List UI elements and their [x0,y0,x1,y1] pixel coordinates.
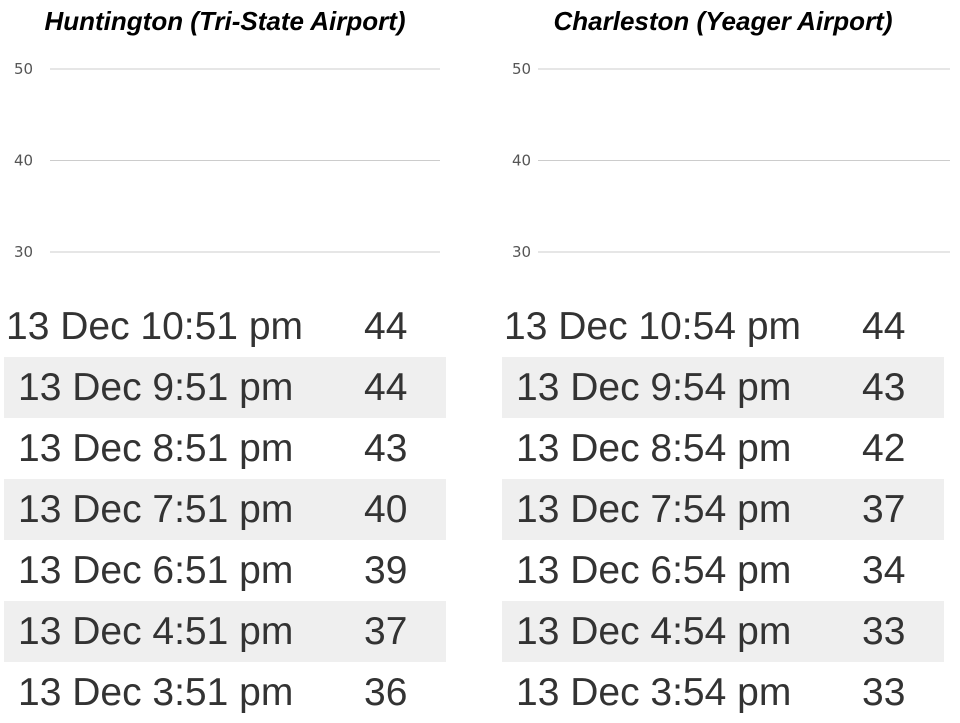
huntington-chart: 3040506:00 PM9:00 PM [14,60,440,261]
table-row: 13 Dec 9:54 pm 43 [502,357,944,418]
charleston-panel: Charleston (Yeager Airport) 3040506:00 P… [498,0,950,723]
table-row: 13 Dec 10:51 pm 44 [4,296,446,357]
observation-time: 13 Dec 9:54 pm [516,366,792,409]
table-row: 13 Dec 8:54 pm 42 [502,418,944,479]
temperature-value: 34 [862,549,906,592]
temperature-value: 37 [364,610,408,653]
y-tick-label: 30 [14,243,33,261]
temperature-value: 39 [364,549,408,592]
table-row: 13 Dec 6:54 pm 34 [502,540,944,601]
observation-time: 13 Dec 8:54 pm [516,427,792,470]
observation-time: 13 Dec 3:51 pm [18,671,294,714]
observation-time: 13 Dec 10:54 pm [504,305,802,348]
observation-time: 13 Dec 4:51 pm [18,610,294,653]
temperature-value: 40 [364,488,408,531]
observation-time: 13 Dec 7:51 pm [18,488,294,531]
table-row: 13 Dec 3:51 pm 36 [4,662,446,723]
table-row: 13 Dec 9:51 pm 44 [4,357,446,418]
y-tick-label: 30 [512,243,531,261]
temperature-value: 37 [862,488,906,531]
table-row: 13 Dec 7:54 pm 37 [502,479,944,540]
observation-time: 13 Dec 10:51 pm [6,305,304,348]
observation-time: 13 Dec 9:51 pm [18,366,294,409]
observation-time: 13 Dec 7:54 pm [516,488,792,531]
charleston-table: 13 Dec 10:54 pm 44 13 Dec 9:54 pm 43 13 Dec … [502,296,944,723]
y-tick-label: 40 [14,152,33,170]
temperature-value: 44 [364,305,408,348]
huntington-panel: Huntington (Tri-State Airport) 3040506:0… [0,0,450,720]
temperature-value: 42 [862,427,906,470]
table-row: 13 Dec 10:54 pm 44 [502,296,944,357]
temperature-value: 33 [862,671,906,714]
charleston-title: Charleston (Yeager Airport) [553,6,893,36]
table-row: 13 Dec 7:51 pm 40 [4,479,446,540]
huntington-table: 13 Dec 10:51 pm 44 13 Dec 9:51 pm 44 13 Dec … [4,296,446,723]
y-tick-label: 50 [14,60,33,78]
temperature-value: 44 [862,305,906,348]
table-row: 13 Dec 4:51 pm 37 [4,601,446,662]
temperature-value: 43 [364,427,408,470]
temperature-value: 36 [364,671,408,714]
observation-time: 13 Dec 3:54 pm [516,671,792,714]
observation-time: 13 Dec 6:51 pm [18,549,294,592]
temperature-value: 44 [364,366,408,409]
y-tick-label: 50 [512,60,531,78]
observation-time: 13 Dec 8:51 pm [18,427,294,470]
charleston-chart: 3040506:00 PM9:00 PM [512,60,950,261]
table-row: 13 Dec 4:54 pm 33 [502,601,944,662]
temperature-value: 43 [862,366,906,409]
observation-time: 13 Dec 4:54 pm [516,610,792,653]
observation-time: 13 Dec 6:54 pm [516,549,792,592]
huntington-title: Huntington (Tri-State Airport) [44,6,406,36]
table-row: 13 Dec 6:51 pm 39 [4,540,446,601]
table-row: 13 Dec 3:54 pm 33 [502,662,944,723]
table-row: 13 Dec 8:51 pm 43 [4,418,446,479]
y-tick-label: 40 [512,152,531,170]
temperature-value: 33 [862,610,906,653]
